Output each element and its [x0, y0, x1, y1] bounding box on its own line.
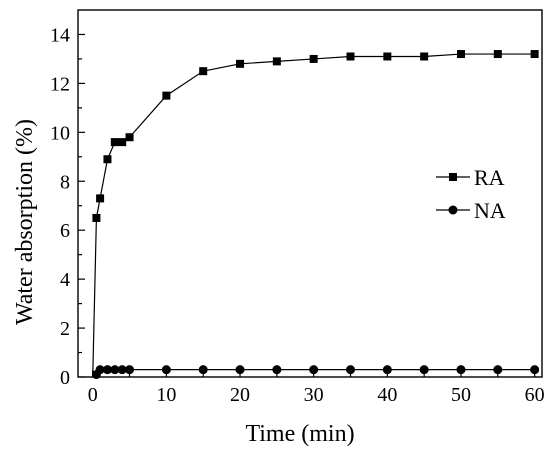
series-line-ra [92, 53, 535, 378]
y-axis-title: Water absorption (%) [12, 119, 38, 325]
x-tick-label: 10 [156, 384, 176, 406]
data-point-ra [110, 138, 119, 147]
y-tick-label: 12 [50, 73, 70, 95]
series-layer [91, 50, 540, 380]
data-point-na [117, 365, 127, 375]
data-point-na [419, 365, 429, 375]
y-tick-label: 2 [60, 318, 70, 340]
y-tick-label: 4 [60, 269, 70, 291]
data-point-ra [493, 50, 502, 59]
legend-marker-na [448, 205, 458, 215]
data-point-na [530, 365, 540, 375]
data-point-ra [383, 52, 392, 61]
x-tick-label: 60 [525, 384, 545, 406]
x-tick-label: 0 [88, 384, 98, 406]
data-point-ra [92, 213, 101, 222]
x-tick-label: 20 [230, 384, 250, 406]
data-point-ra [199, 67, 208, 76]
x-tick-label: 40 [377, 384, 397, 406]
data-point-na [346, 365, 356, 375]
data-point-ra [162, 91, 171, 100]
data-point-ra [103, 155, 112, 164]
data-point-ra [236, 59, 245, 68]
data-point-ra [272, 57, 281, 66]
data-point-na [235, 365, 245, 375]
data-point-na [382, 365, 392, 375]
y-tick-label: 10 [50, 122, 70, 144]
data-point-ra [125, 133, 134, 142]
data-point-ra [96, 194, 105, 203]
x-tick-label: 30 [304, 384, 324, 406]
y-tick-label: 14 [50, 24, 70, 46]
data-point-na [456, 365, 466, 375]
y-tick-label: 6 [60, 220, 70, 242]
y-tick-label: 8 [60, 171, 70, 193]
data-point-na [110, 365, 120, 375]
legend-entry-na: NA [436, 198, 506, 223]
data-point-na [102, 365, 112, 375]
legend: RA NA [436, 165, 506, 223]
data-point-ra [530, 50, 539, 59]
series-ra [92, 50, 539, 378]
data-point-na [161, 365, 171, 375]
data-point-na [198, 365, 208, 375]
data-point-ra [456, 50, 465, 59]
plot-frame [77, 9, 543, 378]
data-point-ra [346, 52, 355, 61]
legend-label: RA [474, 165, 505, 190]
x-axis-title: Time (min) [245, 421, 354, 447]
data-point-ra [118, 138, 127, 147]
x-tick-label: 50 [451, 384, 471, 406]
data-point-na [309, 365, 319, 375]
data-point-ra [309, 54, 318, 63]
y-tick-label: 0 [60, 367, 70, 389]
data-point-na [95, 365, 105, 375]
ticks-layer: 0 10 20 30 40 50 60 0 2 4 6 8 10 12 14 [50, 24, 545, 406]
legend-entry-ra: RA [436, 165, 505, 190]
legend-marker-ra [449, 173, 457, 181]
data-point-ra [420, 52, 429, 61]
data-point-na [493, 365, 503, 375]
data-point-na [125, 365, 135, 375]
legend-label: NA [474, 198, 506, 223]
data-point-na [272, 365, 282, 375]
